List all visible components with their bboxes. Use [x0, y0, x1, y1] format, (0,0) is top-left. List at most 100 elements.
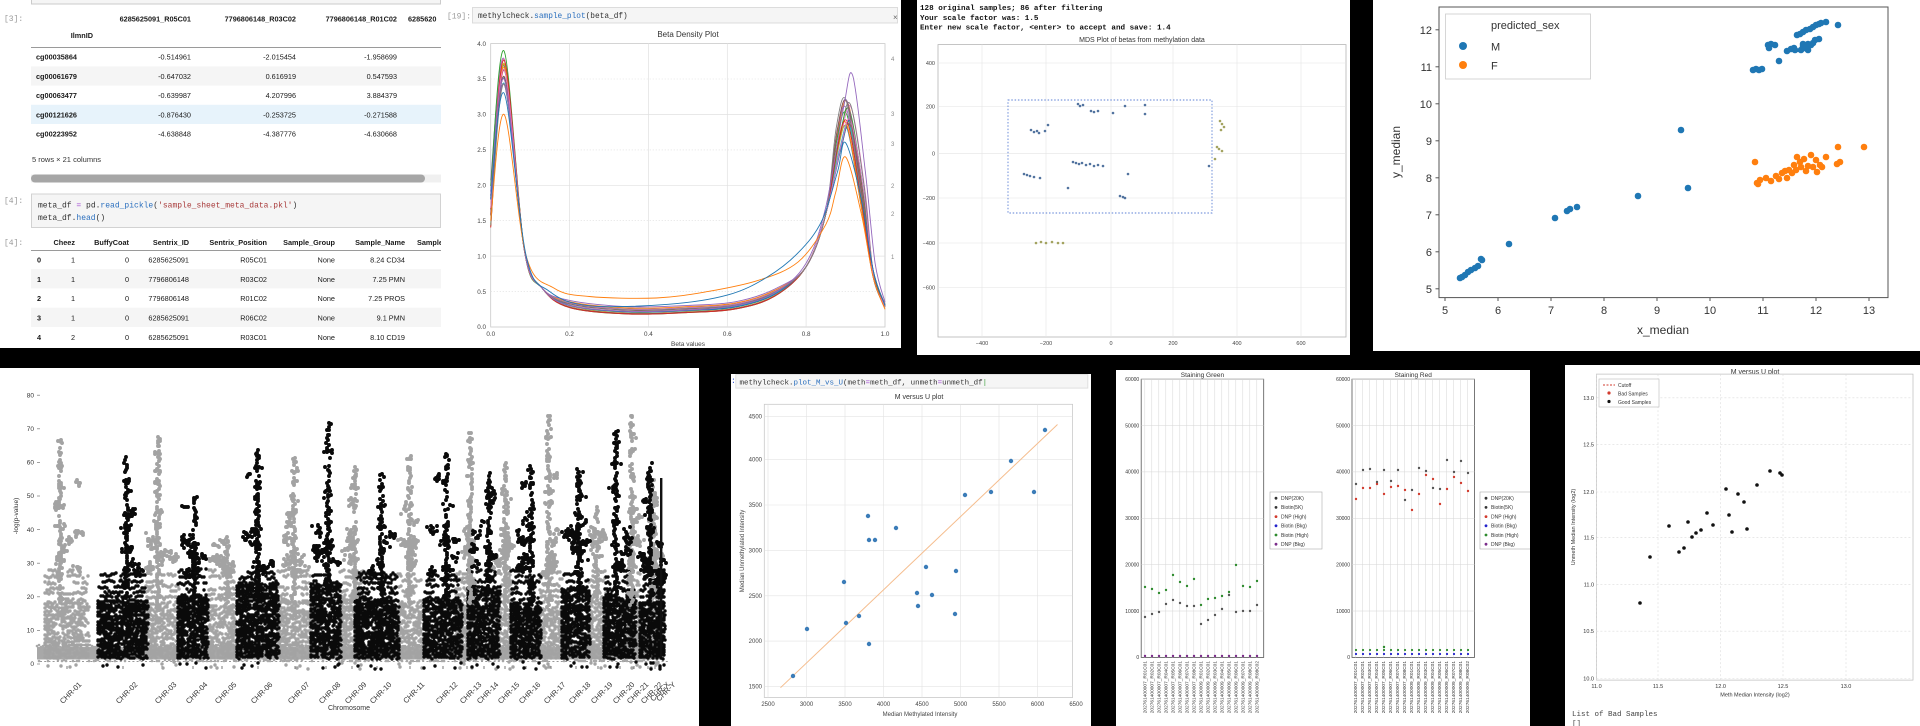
svg-text:40000: 40000	[1125, 470, 1139, 476]
svg-text:Sample: Sample	[417, 238, 443, 247]
svg-text:[19]:: [19]:	[447, 13, 471, 22]
svg-text:×: ×	[893, 13, 898, 22]
svg-text:3: 3	[37, 314, 41, 323]
svg-text:6285625091_R05C01: 6285625091_R05C01	[120, 15, 191, 24]
svg-text:-0.876430: -0.876430	[158, 110, 191, 119]
svg-text:202761400009_R01C01: 202761400009_R01C01	[1198, 661, 1204, 714]
svg-text:M: M	[1491, 42, 1500, 54]
svg-text:1: 1	[71, 256, 75, 265]
svg-text:predicted_sex: predicted_sex	[1491, 20, 1560, 32]
svg-text:cg00063477: cg00063477	[36, 91, 77, 100]
svg-text:202761400009_R01C01: 202761400009_R01C01	[1409, 661, 1415, 714]
svg-text:-4.630668: -4.630668	[364, 130, 397, 139]
svg-text:30: 30	[27, 560, 35, 567]
svg-text:11: 11	[1757, 305, 1768, 317]
svg-text:0.0: 0.0	[486, 331, 495, 338]
svg-text:600: 600	[1296, 341, 1305, 347]
svg-text:0: 0	[125, 314, 129, 323]
svg-text:Beta values: Beta values	[671, 341, 706, 348]
svg-text:10000: 10000	[1125, 609, 1139, 615]
svg-text:3.0: 3.0	[477, 112, 486, 119]
svg-text:0.5: 0.5	[477, 289, 486, 296]
svg-text:200: 200	[926, 105, 935, 111]
svg-text:[3]:: [3]:	[4, 15, 23, 24]
svg-text:20000: 20000	[1336, 562, 1350, 568]
svg-text:202761400007_R04C01: 202761400007_R04C01	[1163, 661, 1169, 714]
svg-text:Median Methylated Intensity: Median Methylated Intensity	[883, 712, 958, 718]
svg-text:Sample_Group: Sample_Group	[283, 238, 335, 247]
svg-text:cg00035864: cg00035864	[36, 53, 78, 62]
svg-text:Biotin (Bkg): Biotin (Bkg)	[1281, 524, 1307, 530]
svg-text:0: 0	[932, 152, 935, 158]
svg-text:5000: 5000	[954, 702, 968, 708]
svg-text:None: None	[318, 294, 335, 303]
svg-text:−400: −400	[976, 341, 988, 347]
svg-text:12: 12	[1420, 25, 1432, 37]
svg-text:6285625091: 6285625091	[148, 256, 189, 265]
svg-text:3: 3	[891, 112, 895, 118]
svg-text:60: 60	[27, 460, 35, 467]
svg-text:Staining Green: Staining Green	[1181, 372, 1225, 379]
svg-text:DNP (Bkg): DNP (Bkg)	[1281, 542, 1305, 548]
svg-text:3.5: 3.5	[477, 76, 486, 83]
svg-text:Unmeth Median Intensity (log2): Unmeth Median Intensity (log2)	[1571, 489, 1577, 566]
svg-text:11.5: 11.5	[1653, 684, 1663, 690]
svg-text:Meth Median Intensity (log2): Meth Median Intensity (log2)	[1720, 693, 1790, 699]
svg-text:202761400009_R05C01: 202761400009_R05C01	[1437, 661, 1443, 714]
svg-text:202761400009_R06C01: 202761400009_R06C01	[1444, 661, 1450, 714]
svg-text:DNP (High): DNP (High)	[1491, 514, 1517, 520]
svg-text:202761400007_R05C01: 202761400007_R05C01	[1170, 661, 1176, 714]
svg-text:0: 0	[125, 333, 129, 342]
svg-text:20000: 20000	[1125, 562, 1139, 568]
svg-text:1: 1	[71, 294, 75, 303]
svg-text:70: 70	[27, 426, 35, 433]
svg-text:Staining Red: Staining Red	[1395, 372, 1433, 379]
svg-text:12.0: 12.0	[1715, 684, 1726, 690]
svg-text:400: 400	[1232, 341, 1241, 347]
svg-text:1: 1	[71, 314, 75, 323]
svg-text:2500: 2500	[749, 594, 763, 600]
svg-text:meta_df = pd.read_pickle('samp: meta_df = pd.read_pickle('sample_sheet_m…	[38, 202, 297, 211]
svg-text:7796806148: 7796806148	[148, 275, 189, 284]
svg-text:202761400009_R05C01: 202761400009_R05C01	[1226, 661, 1232, 714]
svg-text:202761400009_R04C01: 202761400009_R04C01	[1219, 661, 1225, 714]
svg-text:-log(p-value): -log(p-value)	[13, 498, 20, 535]
svg-text:40: 40	[27, 527, 35, 534]
svg-text:202761400007_R04C01: 202761400007_R04C01	[1374, 661, 1380, 714]
svg-text:7.25 PMN: 7.25 PMN	[373, 275, 405, 284]
svg-text:M versus U plot: M versus U plot	[895, 394, 944, 401]
svg-text:50000: 50000	[1336, 423, 1350, 429]
svg-text:BuffyCoat: BuffyCoat	[94, 238, 129, 247]
svg-text:1.5: 1.5	[477, 218, 486, 225]
svg-text:IlmnID: IlmnID	[71, 31, 93, 40]
svg-text:4500: 4500	[749, 414, 763, 420]
svg-text:-0.514961: -0.514961	[158, 53, 191, 62]
svg-text:6: 6	[1495, 305, 1501, 317]
svg-text:4500: 4500	[915, 702, 929, 708]
svg-text:3500: 3500	[749, 503, 763, 509]
svg-text:DNP (Bkg): DNP (Bkg)	[1491, 542, 1515, 548]
svg-text:202761400009_R04C01: 202761400009_R04C01	[1430, 661, 1436, 714]
svg-text:y_median: y_median	[1389, 126, 1403, 178]
svg-text:Biotin(5K): Biotin(5K)	[1281, 505, 1303, 511]
svg-text:Median Unmethylated Intensity: Median Unmethylated Intensity	[740, 510, 746, 592]
svg-text:202761400007_R08C01: 202761400007_R08C01	[1191, 661, 1197, 714]
svg-text:0.4: 0.4	[644, 331, 653, 338]
svg-text:R01C02: R01C02	[240, 294, 267, 303]
svg-text:0.6: 0.6	[723, 331, 732, 338]
svg-text:Sentrix_ID: Sentrix_ID	[153, 238, 189, 247]
svg-text:[]: []	[1572, 721, 1581, 726]
svg-text:Bad Samples: Bad Samples	[1618, 392, 1648, 398]
svg-text:200: 200	[1168, 341, 1177, 347]
svg-text:0.616919: 0.616919	[266, 72, 296, 81]
svg-text:methylcheck.sample_plot(beta_d: methylcheck.sample_plot(beta_df)	[478, 13, 628, 21]
svg-text:60000: 60000	[1336, 377, 1350, 383]
svg-text:7.25 PROS: 7.25 PROS	[368, 294, 405, 303]
svg-text:0: 0	[1109, 341, 1112, 347]
svg-text:12: 12	[1810, 305, 1822, 317]
svg-text:3000: 3000	[800, 702, 814, 708]
svg-text:9: 9	[1426, 136, 1432, 148]
svg-text:12.5: 12.5	[1583, 443, 1594, 449]
svg-text:None: None	[318, 314, 335, 323]
svg-text:M versus U plot: M versus U plot	[1731, 369, 1780, 376]
